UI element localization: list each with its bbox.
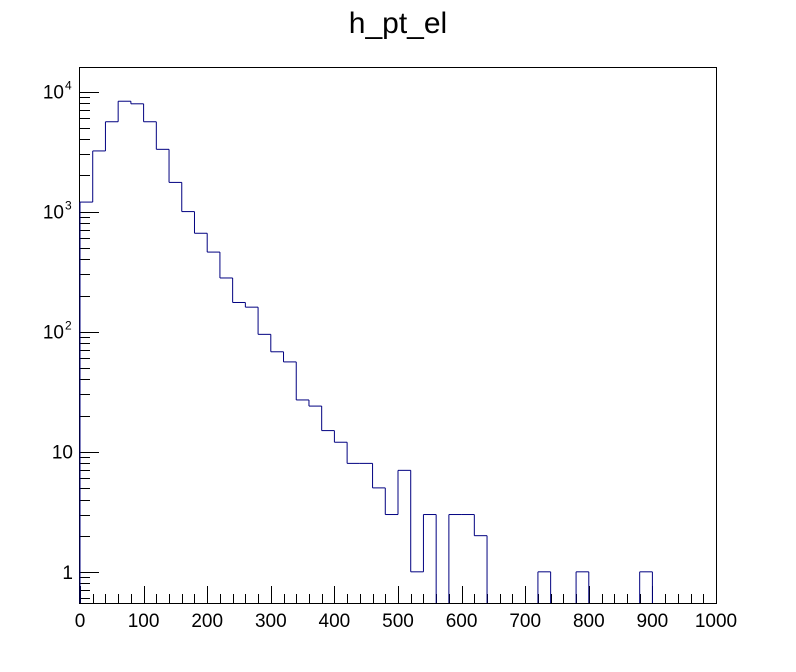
y-tick-label: 10: [43, 323, 64, 344]
y-tick-exponent: 2: [65, 319, 72, 333]
plot-frame: [79, 67, 717, 604]
x-tick-label: 100: [128, 611, 160, 632]
x-tick-label: 800: [573, 611, 605, 632]
x-tick-label: 200: [191, 611, 223, 632]
histogram-bins: [79, 100, 653, 603]
chart-title: h_pt_el: [349, 7, 447, 40]
y-tick-exponent: 3: [65, 199, 72, 213]
x-tick-label: 500: [382, 611, 414, 632]
x-tick-label: 1000: [695, 611, 737, 632]
y-tick-label: 10: [43, 203, 64, 224]
y-tick-label: 10: [43, 83, 64, 104]
x-tick-label: 700: [509, 611, 541, 632]
y-tick-label: 1: [62, 563, 73, 584]
y-tick-label: 10: [52, 443, 73, 464]
x-tick-label: 900: [637, 611, 669, 632]
axis-ticks: [80, 92, 717, 603]
x-tick-label: 300: [255, 611, 287, 632]
x-tick-label: 600: [446, 611, 478, 632]
x-tick-label: 400: [319, 611, 351, 632]
x-tick-label: 0: [75, 611, 86, 632]
y-tick-exponent: 4: [65, 79, 72, 93]
